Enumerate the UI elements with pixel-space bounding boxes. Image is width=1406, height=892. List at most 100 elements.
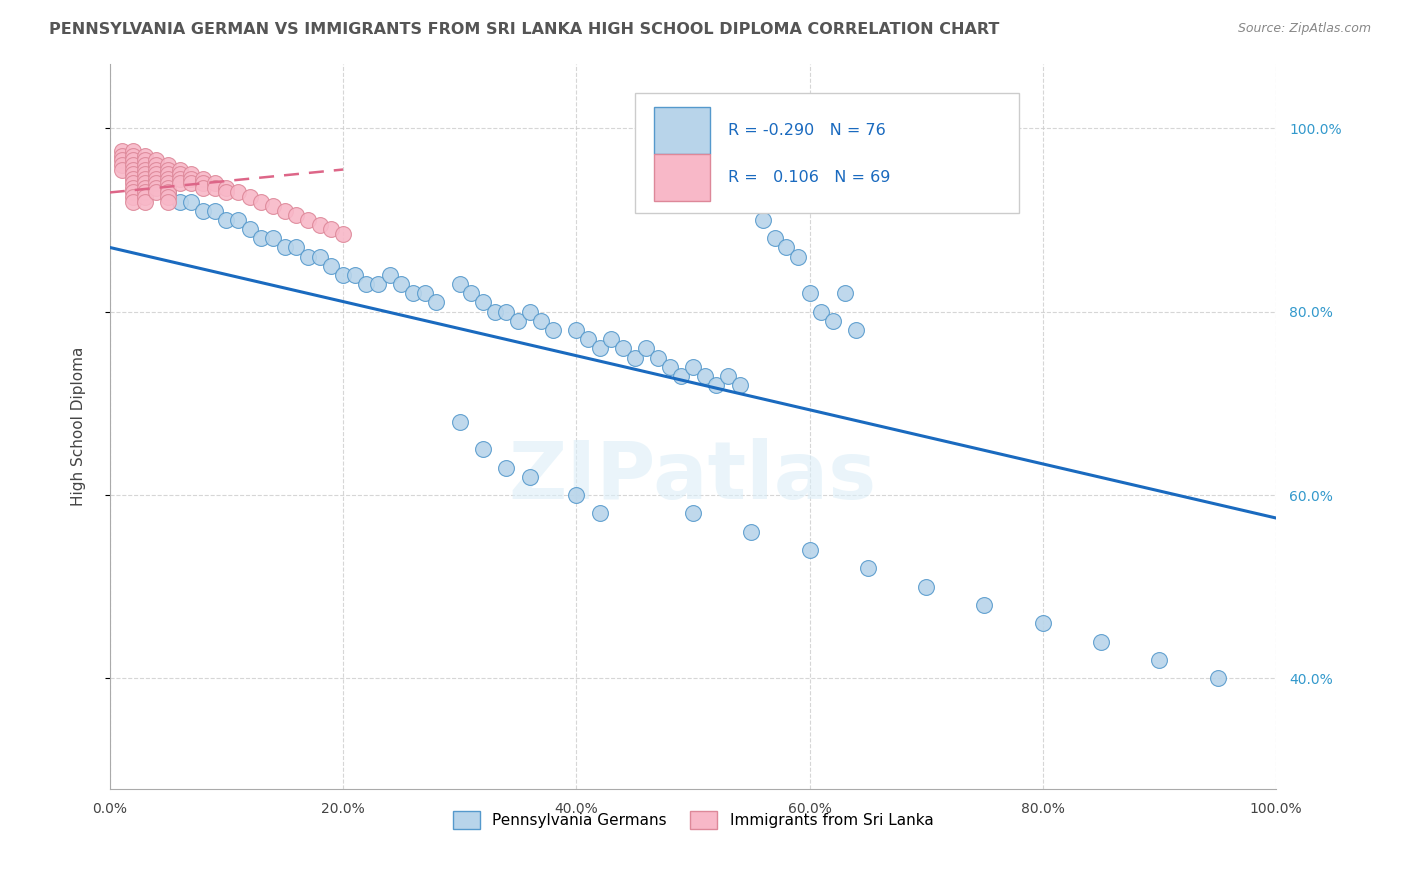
Point [321, 259, 343, 273]
Point [728, 378, 751, 392]
Point [600, 332, 623, 346]
Point [915, 580, 938, 594]
Text: R =   0.106   N = 69: R = 0.106 N = 69 [728, 170, 890, 185]
Point [1206, 672, 1229, 686]
Point [565, 323, 588, 337]
Point [786, 250, 808, 264]
Point [180, 171, 202, 186]
Point [134, 162, 156, 177]
Point [145, 158, 167, 172]
Point [134, 167, 156, 181]
Point [169, 167, 191, 181]
Point [134, 153, 156, 168]
Point [682, 359, 704, 374]
Point [845, 323, 868, 337]
Point [623, 351, 645, 365]
Point [180, 167, 202, 181]
Point [332, 268, 354, 282]
Point [204, 203, 226, 218]
Text: Source: ZipAtlas.com: Source: ZipAtlas.com [1237, 22, 1371, 36]
Point [157, 167, 180, 181]
Point [693, 368, 716, 383]
Point [134, 186, 156, 200]
Point [565, 488, 588, 502]
Point [834, 286, 856, 301]
Point [122, 186, 145, 200]
Point [180, 194, 202, 209]
Point [145, 176, 167, 190]
Point [541, 323, 564, 337]
Point [226, 186, 249, 200]
Point [145, 167, 167, 181]
Text: PENNSYLVANIA GERMAN VS IMMIGRANTS FROM SRI LANKA HIGH SCHOOL DIPLOMA CORRELATION: PENNSYLVANIA GERMAN VS IMMIGRANTS FROM S… [49, 22, 1000, 37]
Legend: Pennsylvania Germans, Immigrants from Sri Lanka: Pennsylvania Germans, Immigrants from Sr… [447, 805, 939, 835]
Point [1149, 653, 1171, 667]
Point [122, 153, 145, 168]
Point [449, 277, 471, 292]
Point [250, 231, 273, 245]
Point [799, 543, 821, 558]
Point [484, 304, 506, 318]
Point [215, 186, 238, 200]
Point [472, 295, 495, 310]
Point [389, 277, 412, 292]
Point [285, 208, 308, 222]
Point [134, 171, 156, 186]
Point [274, 203, 297, 218]
Point [612, 342, 634, 356]
Point [262, 231, 284, 245]
Point [413, 286, 436, 301]
Point [519, 469, 541, 483]
Point [157, 158, 180, 172]
Point [110, 144, 132, 158]
Point [169, 162, 191, 177]
Point [449, 415, 471, 429]
Point [145, 171, 167, 186]
Point [191, 171, 214, 186]
Point [122, 167, 145, 181]
Point [122, 162, 145, 177]
Point [506, 314, 529, 328]
Point [740, 194, 762, 209]
Point [204, 181, 226, 195]
FancyBboxPatch shape [654, 107, 710, 154]
Y-axis label: High School Diploma: High School Diploma [72, 347, 86, 506]
Point [704, 378, 727, 392]
Point [169, 171, 191, 186]
Point [588, 507, 610, 521]
Point [122, 176, 145, 190]
Point [810, 304, 832, 318]
Point [226, 213, 249, 227]
Point [157, 190, 180, 204]
Point [262, 199, 284, 213]
Point [402, 286, 425, 301]
Point [169, 194, 191, 209]
Point [378, 268, 401, 282]
Point [157, 162, 180, 177]
Point [204, 176, 226, 190]
Point [367, 277, 389, 292]
Point [215, 181, 238, 195]
Point [821, 314, 844, 328]
Point [308, 250, 330, 264]
Point [576, 332, 599, 346]
Point [110, 158, 132, 172]
Point [157, 181, 180, 195]
Point [134, 149, 156, 163]
Point [1090, 635, 1112, 649]
Point [157, 194, 180, 209]
Point [356, 277, 378, 292]
Point [763, 231, 786, 245]
Point [215, 213, 238, 227]
FancyBboxPatch shape [634, 93, 1019, 212]
Text: ZIPatlas: ZIPatlas [509, 438, 877, 516]
Point [145, 153, 167, 168]
Point [157, 171, 180, 186]
Point [122, 181, 145, 195]
Point [297, 250, 319, 264]
Point [157, 176, 180, 190]
Point [973, 598, 995, 612]
Point [1032, 616, 1054, 631]
Point [180, 176, 202, 190]
Point [134, 190, 156, 204]
